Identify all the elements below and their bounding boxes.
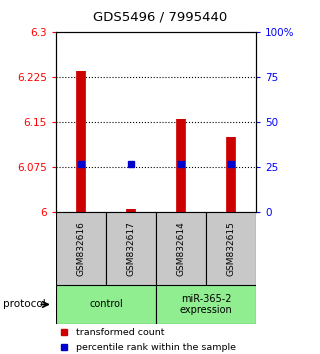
Text: protocol: protocol — [3, 299, 46, 309]
Text: miR-365-2
expression: miR-365-2 expression — [180, 293, 232, 315]
Text: control: control — [89, 299, 123, 309]
Bar — [106, 212, 156, 285]
Text: GSM832616: GSM832616 — [76, 221, 85, 276]
Text: GSM832617: GSM832617 — [126, 221, 135, 276]
Text: GSM832614: GSM832614 — [177, 221, 186, 276]
Text: percentile rank within the sample: percentile rank within the sample — [76, 343, 236, 352]
Bar — [56, 285, 156, 324]
Bar — [206, 212, 256, 285]
Bar — [56, 212, 106, 285]
Bar — [156, 285, 256, 324]
Text: GDS5496 / 7995440: GDS5496 / 7995440 — [93, 11, 227, 24]
Text: GSM832615: GSM832615 — [227, 221, 236, 276]
Text: transformed count: transformed count — [76, 328, 164, 337]
Bar — [156, 212, 206, 285]
